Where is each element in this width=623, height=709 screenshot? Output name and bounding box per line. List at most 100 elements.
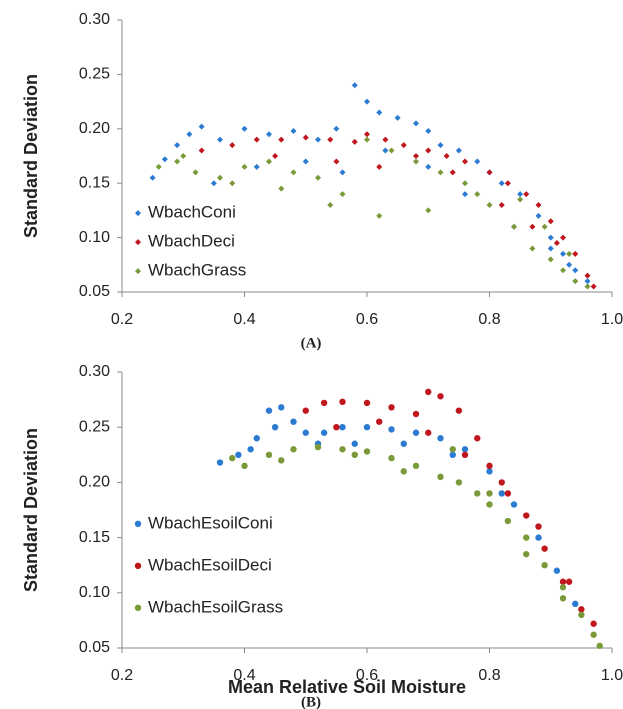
point bbox=[566, 250, 573, 257]
point bbox=[474, 158, 481, 165]
legend-label: WbachGrass bbox=[148, 261, 246, 280]
y-tick-label: 0.25 bbox=[79, 418, 110, 435]
point bbox=[486, 201, 493, 208]
point bbox=[314, 443, 322, 451]
point bbox=[553, 240, 560, 247]
x-tick-label: 0.8 bbox=[478, 667, 500, 684]
point bbox=[253, 163, 260, 170]
point bbox=[315, 174, 321, 181]
point bbox=[400, 142, 407, 149]
y-tick-label: 0.20 bbox=[79, 120, 110, 137]
point bbox=[559, 584, 567, 591]
point bbox=[217, 174, 223, 181]
point bbox=[327, 136, 334, 143]
point bbox=[253, 136, 260, 143]
point bbox=[290, 127, 297, 134]
point bbox=[351, 138, 358, 145]
point bbox=[504, 517, 512, 525]
point bbox=[302, 134, 309, 141]
point bbox=[425, 388, 432, 396]
point bbox=[462, 191, 468, 198]
point bbox=[523, 534, 530, 541]
point bbox=[498, 479, 505, 486]
point bbox=[437, 142, 444, 149]
x-tick-label: 0.2 bbox=[111, 667, 133, 684]
point bbox=[412, 429, 420, 436]
point bbox=[590, 283, 597, 290]
point bbox=[535, 201, 542, 208]
x-tick-label: 0.4 bbox=[233, 667, 255, 684]
point bbox=[229, 142, 236, 149]
point bbox=[578, 611, 585, 619]
point bbox=[161, 156, 168, 163]
point bbox=[351, 440, 358, 447]
y-tick-label: 0.05 bbox=[79, 283, 110, 300]
point bbox=[376, 163, 383, 170]
point bbox=[498, 201, 505, 208]
point bbox=[425, 163, 432, 170]
y-tick-label: 0.30 bbox=[79, 363, 110, 380]
point bbox=[584, 283, 591, 290]
point bbox=[461, 446, 469, 453]
point bbox=[437, 473, 444, 481]
y-tick-label: 0.15 bbox=[79, 174, 110, 191]
legend-marker bbox=[134, 520, 142, 527]
point bbox=[351, 451, 358, 458]
point bbox=[560, 234, 566, 241]
point bbox=[486, 169, 493, 176]
point bbox=[437, 435, 444, 442]
point bbox=[290, 418, 297, 425]
point bbox=[186, 131, 193, 138]
y-tick-label: 0.10 bbox=[79, 584, 110, 601]
point bbox=[278, 136, 285, 143]
point bbox=[235, 451, 242, 458]
point bbox=[364, 131, 370, 138]
point bbox=[584, 272, 591, 279]
point bbox=[529, 223, 536, 230]
point bbox=[382, 136, 389, 143]
point bbox=[523, 550, 530, 558]
point bbox=[565, 578, 573, 585]
point bbox=[572, 278, 579, 285]
point bbox=[486, 501, 493, 508]
point bbox=[272, 153, 279, 159]
y-tick-label: 0.10 bbox=[79, 229, 110, 246]
point bbox=[278, 457, 285, 464]
point bbox=[327, 201, 334, 208]
x-tick-label: 0.6 bbox=[356, 311, 378, 328]
point bbox=[560, 250, 566, 257]
point bbox=[474, 191, 481, 198]
point bbox=[174, 158, 181, 165]
point bbox=[364, 98, 370, 105]
point bbox=[412, 410, 420, 418]
point bbox=[437, 393, 444, 400]
x-axis-title: Mean Relative Soil Moisture bbox=[228, 677, 466, 697]
point bbox=[363, 399, 371, 407]
point bbox=[339, 191, 346, 198]
legend-marker bbox=[135, 239, 141, 246]
point bbox=[278, 404, 285, 411]
point bbox=[535, 523, 542, 530]
point bbox=[486, 462, 493, 470]
point bbox=[302, 429, 309, 436]
point bbox=[498, 490, 505, 497]
legend-label: WbachConi bbox=[148, 203, 236, 222]
point bbox=[553, 567, 561, 574]
point bbox=[541, 223, 548, 230]
y-tick-label: 0.30 bbox=[79, 11, 110, 28]
y-tick-label: 0.20 bbox=[79, 474, 110, 491]
point bbox=[535, 534, 542, 541]
point bbox=[229, 454, 236, 462]
y-tick-label: 0.25 bbox=[79, 66, 110, 83]
x-tick-label: 0.6 bbox=[356, 667, 378, 684]
point bbox=[547, 234, 554, 241]
point bbox=[247, 446, 254, 453]
point bbox=[388, 426, 395, 433]
point bbox=[560, 267, 566, 274]
point bbox=[425, 207, 432, 214]
point bbox=[363, 448, 371, 455]
point bbox=[210, 180, 217, 187]
legend-label: WbachDeci bbox=[148, 232, 235, 251]
point bbox=[302, 407, 309, 414]
